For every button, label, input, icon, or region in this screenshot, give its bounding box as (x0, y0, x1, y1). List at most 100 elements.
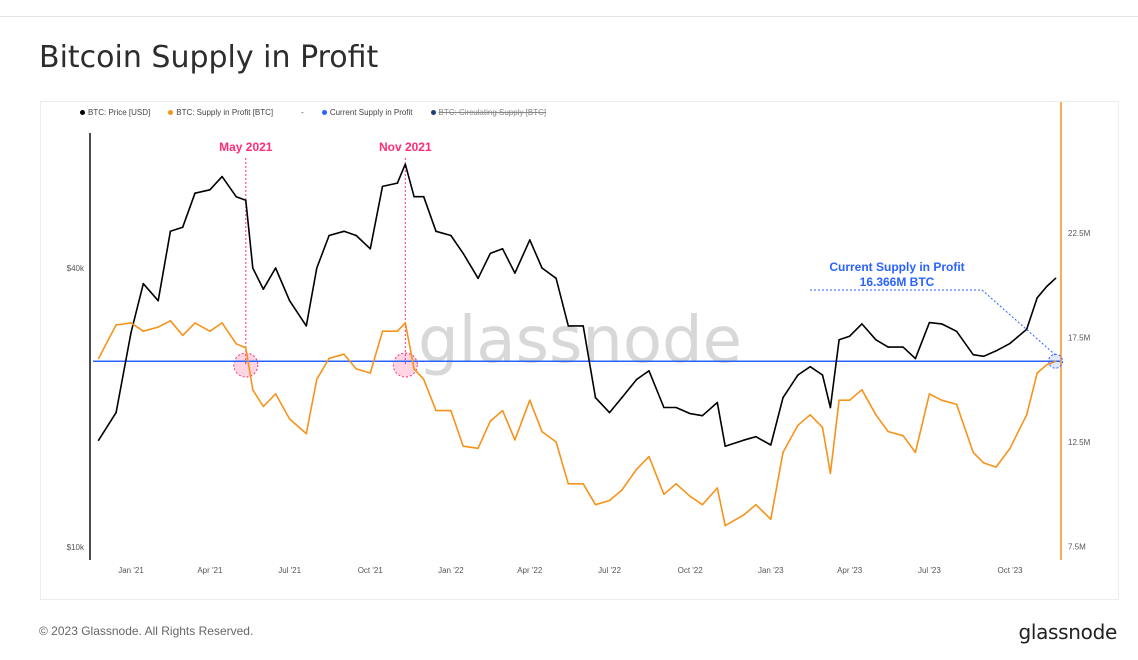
supply-in-profit-point (567, 483, 570, 485)
price-point (262, 288, 265, 291)
supply-in-profit-point (252, 388, 254, 391)
callout-title: Current Supply in Profit (829, 260, 964, 274)
legend-item-separator: - (301, 108, 304, 117)
x-axis-tick-label: Jul '22 (598, 566, 621, 575)
supply-in-profit-point (97, 357, 100, 360)
supply-in-profit-point (635, 468, 638, 470)
supply-in-profit-point (742, 514, 745, 516)
supply-in-profit-point (620, 489, 623, 491)
supply-in-profit-point (435, 409, 437, 412)
supply-in-profit-point (274, 393, 277, 395)
supply-in-profit-point (130, 322, 132, 324)
legend-item-supply-in-profit[interactable]: BTC: Supply in Profit [BTC] (168, 108, 273, 117)
price-point (875, 338, 877, 341)
supply-in-profit-point (221, 322, 223, 324)
supply-in-profit-point (245, 347, 247, 349)
price-point (982, 355, 985, 358)
price-point (861, 323, 863, 325)
x-axis-tick-label: Apr '21 (197, 566, 223, 575)
supply-in-profit-point (396, 330, 399, 333)
legend-item-current-supply[interactable]: Current Supply in Profit (321, 108, 413, 117)
callout-value: 16.366M BTC (860, 275, 935, 289)
supply-in-profit-point (262, 405, 265, 408)
price-point (887, 346, 890, 348)
legend-label: BTC: Price [USD] (88, 108, 151, 117)
price-point (716, 401, 719, 404)
supply-in-profit-point (648, 455, 650, 458)
annotation-circle (233, 352, 259, 378)
supply-in-profit-point (716, 487, 719, 489)
legend-dot (321, 110, 327, 115)
supply-in-profit-point (838, 399, 840, 402)
supply-in-profit-point (328, 357, 330, 360)
price-point (194, 192, 196, 195)
price-point (1009, 342, 1011, 345)
price-point (514, 272, 516, 274)
supply-in-profit-point (413, 368, 415, 370)
supply-in-profit-point (450, 409, 452, 412)
right-axis-tick-label: 17.5M (1068, 334, 1091, 343)
x-axis-tick-label: Apr '23 (837, 566, 863, 575)
price-point (701, 414, 704, 417)
legend-label: Current Supply in Profit (329, 108, 413, 117)
price-point (528, 239, 531, 241)
supply-in-profit-point (1046, 363, 1048, 366)
price-point (541, 267, 543, 269)
supply-in-profit-point (875, 414, 877, 416)
supply-in-profit-point (902, 434, 904, 437)
price-point (972, 353, 975, 356)
x-axis-tick-label: Oct '22 (678, 566, 704, 575)
supply-in-profit-point (1054, 360, 1057, 363)
legend-label: BTC: Supply in Profit [BTC] (176, 108, 274, 117)
supply-in-profit-point (404, 322, 407, 324)
x-axis-tick-label: Oct '23 (997, 566, 1023, 575)
price-point (809, 365, 812, 368)
price-point (648, 370, 650, 372)
price-point (555, 277, 557, 280)
price-point (782, 396, 784, 399)
price-point (848, 335, 851, 338)
price-point (157, 299, 159, 302)
supply-in-profit-point (343, 353, 345, 356)
legend-dot (168, 110, 174, 115)
legend-item-circulating-supply[interactable]: BTC: Circulating Supply [BTC] (430, 108, 546, 117)
x-axis-tick-label: Jan '21 (118, 566, 144, 575)
supply-in-profit-point (315, 378, 318, 381)
price-point (245, 199, 247, 202)
top-divider (0, 16, 1138, 17)
price-point (422, 195, 425, 198)
supply-in-profit-point (928, 393, 931, 395)
price-point (902, 346, 904, 348)
supply-in-profit-point (541, 430, 543, 433)
price-point (235, 195, 237, 198)
price-point (594, 396, 597, 399)
right-axis-tick-label: 22.5M (1068, 229, 1091, 238)
supply-in-profit-point (701, 503, 704, 506)
price-point (305, 325, 308, 327)
legend-item-price[interactable]: BTC: Price [USD] (80, 108, 150, 117)
glassnode-logo[interactable]: glassnode (1018, 620, 1117, 644)
price-point (315, 267, 318, 269)
price-point (413, 195, 415, 198)
price-point (755, 435, 757, 438)
price-point (955, 330, 958, 333)
price-point (274, 267, 277, 269)
right-axis-tick-label: 12.5M (1068, 438, 1091, 447)
annotation-label: May 2021 (219, 140, 273, 154)
left-axis-tick-label: $10k (67, 543, 85, 552)
supply-in-profit-point (663, 493, 665, 496)
price-point (450, 234, 452, 237)
supply-in-profit-point (489, 420, 492, 422)
copyright-text: © 2023 Glassnode. All Rights Reserved. (39, 624, 254, 638)
price-point (797, 374, 799, 376)
supply-in-profit-point (914, 451, 917, 454)
x-axis-tick-label: Jul '23 (918, 566, 941, 575)
supply-in-profit-point (477, 447, 479, 450)
supply-in-profit-point (157, 326, 159, 328)
price-line (97, 163, 1057, 447)
price-point (221, 175, 223, 178)
supply-in-profit-point (369, 372, 372, 374)
supply-in-profit-point (797, 424, 799, 427)
price-point (829, 406, 832, 409)
price-point (328, 234, 330, 237)
